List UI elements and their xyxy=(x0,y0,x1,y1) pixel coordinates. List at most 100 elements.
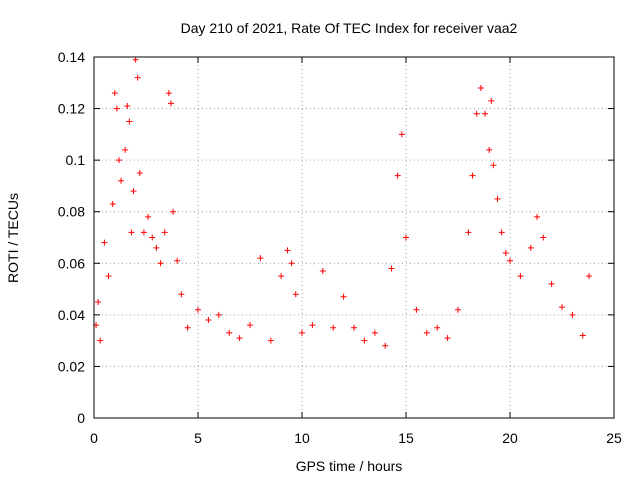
data-point xyxy=(257,255,264,262)
data-point xyxy=(130,188,137,195)
data-point xyxy=(482,110,489,117)
data-point xyxy=(388,265,395,272)
y-tick-label: 0.02 xyxy=(58,358,85,374)
data-point xyxy=(309,322,316,329)
data-point xyxy=(118,177,125,184)
data-point xyxy=(97,337,104,344)
axis-ticks: 0 0.02 0.04 0.06 0.08 0.1 0.12 0.14 0 5 10 15 20 25 xyxy=(58,49,622,446)
data-point xyxy=(195,306,201,313)
data-point xyxy=(215,311,222,318)
data-point xyxy=(132,56,139,63)
data-point xyxy=(128,229,135,236)
data-point xyxy=(247,322,253,329)
data-point xyxy=(534,213,541,220)
data-point xyxy=(157,260,164,267)
y-axis-label: ROTI / TECUs xyxy=(5,193,21,283)
plot-frame xyxy=(93,56,615,419)
data-point xyxy=(105,273,112,280)
data-point xyxy=(126,118,133,125)
data-point xyxy=(292,291,299,298)
data-point xyxy=(490,162,497,169)
data-point xyxy=(145,213,152,220)
data-point xyxy=(161,229,168,236)
data-point xyxy=(540,234,547,241)
y-tick-label: 0.14 xyxy=(58,49,85,65)
y-tick-label: 0.12 xyxy=(58,101,85,117)
data-point xyxy=(469,172,476,179)
data-point xyxy=(488,97,495,104)
data-point xyxy=(559,304,565,311)
x-tick-label: 10 xyxy=(294,430,310,446)
data-point xyxy=(115,157,122,164)
data-point xyxy=(113,105,120,112)
data-point xyxy=(299,329,305,336)
x-tick-label: 15 xyxy=(398,430,414,446)
x-tick-label: 0 xyxy=(90,430,98,446)
data-point xyxy=(184,324,191,331)
data-point xyxy=(205,317,212,324)
data-point xyxy=(394,172,401,179)
data-point xyxy=(398,131,405,138)
data-point xyxy=(174,257,181,264)
data-point xyxy=(278,273,285,280)
data-point xyxy=(455,306,461,313)
data-point xyxy=(477,84,484,91)
data-point xyxy=(413,306,420,313)
data-point xyxy=(517,273,524,280)
x-tick-label: 5 xyxy=(194,430,202,446)
data-point xyxy=(444,335,451,342)
data-point xyxy=(101,239,108,246)
x-axis-label: GPS time / hours xyxy=(296,458,403,474)
y-tick-label: 0.06 xyxy=(58,255,85,271)
data-point xyxy=(473,110,480,117)
data-point xyxy=(382,342,389,349)
data-point xyxy=(134,74,141,81)
data-point xyxy=(136,170,143,177)
data-point xyxy=(236,335,243,342)
data-point xyxy=(498,229,505,236)
data-point xyxy=(494,195,501,202)
data-point xyxy=(226,329,233,336)
data-point xyxy=(527,244,534,251)
data-point xyxy=(153,244,160,251)
data-point xyxy=(502,249,509,256)
data-point xyxy=(507,257,513,264)
y-tick-label: 0.04 xyxy=(58,307,85,323)
data-point xyxy=(319,268,326,275)
grid-lines xyxy=(94,57,614,418)
data-point xyxy=(361,337,368,344)
data-point xyxy=(569,311,576,318)
data-point xyxy=(486,146,493,153)
x-tick-label: 25 xyxy=(606,430,622,446)
data-point xyxy=(111,90,118,97)
data-point xyxy=(267,337,274,344)
data-point xyxy=(284,247,291,254)
data-point xyxy=(548,280,555,287)
data-point xyxy=(465,229,472,236)
data-point xyxy=(124,102,131,109)
data-points xyxy=(93,56,593,349)
data-point xyxy=(330,324,337,331)
data-point xyxy=(149,234,156,241)
data-point xyxy=(423,329,430,336)
data-point xyxy=(165,90,172,97)
data-point xyxy=(109,200,116,207)
chart-title: Day 210 of 2021, Rate Of TEC Index for r… xyxy=(181,20,518,36)
data-point xyxy=(579,332,586,339)
data-point xyxy=(403,234,409,241)
data-point xyxy=(586,273,593,280)
data-point xyxy=(167,100,174,107)
data-point xyxy=(371,329,378,336)
y-tick-label: 0.1 xyxy=(66,152,86,168)
data-point xyxy=(434,324,441,331)
data-point xyxy=(95,298,102,305)
data-point xyxy=(340,293,347,300)
data-point xyxy=(288,260,295,267)
data-point xyxy=(351,324,357,331)
data-point xyxy=(140,229,147,236)
data-point xyxy=(122,146,129,153)
x-tick-label: 20 xyxy=(502,430,518,446)
y-tick-label: 0 xyxy=(77,410,85,426)
y-tick-label: 0.08 xyxy=(58,204,85,220)
